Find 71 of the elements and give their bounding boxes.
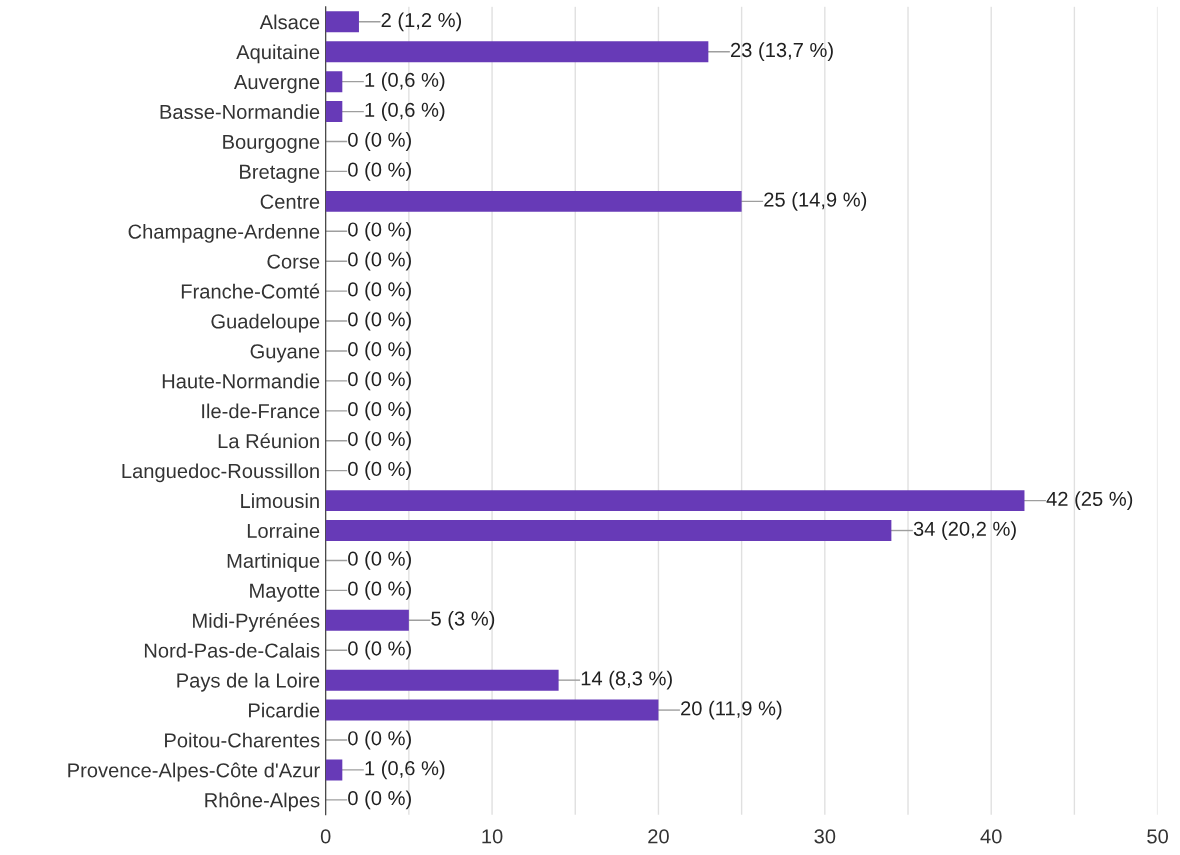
y-tick-label: Guyane (250, 344, 320, 363)
data-label: 0 (0 %) (348, 162, 411, 181)
data-label: 1 (0,6 %) (365, 102, 445, 121)
bar (325, 520, 892, 541)
x-tick-label: 30 (814, 829, 836, 844)
data-label: 0 (0 %) (348, 251, 411, 271)
bar (325, 609, 409, 631)
y-tick-label: Martinique (227, 553, 320, 572)
data-label: 0 (0 %) (348, 580, 411, 600)
bar (325, 190, 742, 212)
data-label: 23 (13,7 %) (731, 42, 833, 62)
y-tick-label: Midi-Pyrénées (193, 612, 320, 632)
y-tick-label: Ile-de-France (202, 403, 320, 419)
x-tick-label: 0 (320, 829, 331, 844)
data-label: 0 (0 %) (348, 371, 411, 391)
x-tick-label: 50 (1147, 829, 1168, 844)
data-label: 5 (3 %) (431, 610, 495, 630)
data-label: 0 (0 %) (348, 551, 411, 570)
bar (325, 490, 1025, 512)
bar (325, 71, 343, 93)
data-label: 20 (11,9 %) (681, 700, 782, 720)
y-tick-label: Picardie (249, 702, 320, 718)
bar (325, 669, 559, 691)
data-label: 0 (0 %) (348, 281, 411, 301)
data-label: 0 (0 %) (348, 401, 411, 421)
y-tick-label: Franche-Comté (181, 283, 320, 299)
data-label: 14 (8,3 %) (581, 670, 672, 690)
data-label: 0 (0 %) (348, 341, 411, 361)
data-label: 0 (0 %) (348, 311, 411, 331)
y-tick-label: Aquitaine (236, 44, 320, 64)
data-label: 1 (0,6 %) (365, 760, 445, 780)
x-tick-label: 20 (648, 829, 669, 844)
bar (325, 41, 709, 63)
y-tick-label: Corse (267, 254, 320, 269)
y-tick-label: Bourgogne (223, 134, 320, 153)
y-tick-label: Guadeloupe (211, 313, 320, 333)
data-label: 25 (14,9 %) (764, 191, 867, 211)
data-label: 42 (25 %) (1046, 491, 1133, 510)
y-tick-label: Haute-Normandie (162, 373, 320, 389)
y-tick-label: Alsace (259, 14, 320, 30)
y-tick-label: Nord-Pas-de-Calais (144, 642, 320, 658)
data-label: 0 (0 %) (348, 730, 411, 750)
y-tick-label: Basse-Normandie (160, 104, 320, 120)
data-label: 0 (0 %) (348, 461, 411, 481)
x-tick-label: 10 (482, 829, 503, 844)
bar (325, 759, 343, 781)
y-tick-label: Rhône-Alpes (205, 792, 320, 812)
y-tick-label: Pays de la Loire (177, 672, 320, 692)
y-tick-label: Champagne-Ardenne (128, 223, 320, 243)
y-tick-label: Languedoc-Roussillon (122, 463, 319, 483)
y-tick-label: Limousin (241, 493, 319, 509)
x-tick-label: 40 (980, 829, 1002, 844)
bar (325, 699, 659, 721)
data-label: 1 (0,6 %) (365, 72, 445, 92)
y-tick-label: Provence-Alpes-Côte d'Azur (68, 762, 320, 782)
y-tick-label: Lorraine (247, 523, 320, 539)
y-tick-label: Mayotte (250, 583, 320, 602)
data-label: 34 (20,2 %) (913, 521, 1016, 540)
data-label: 0 (0 %) (348, 132, 411, 151)
y-tick-label: Auvergne (233, 75, 320, 94)
bar (325, 11, 359, 33)
y-tick-label: La Réunion (218, 433, 319, 449)
data-label: 2 (1,2 %) (381, 12, 462, 32)
data-label: 0 (0 %) (348, 790, 411, 810)
y-tick-label: Centre (260, 194, 320, 209)
y-tick-label: Bretagne (240, 164, 320, 183)
data-label: 0 (0 %) (348, 221, 411, 241)
data-label: 0 (0 %) (348, 431, 411, 451)
data-label: 0 (0 %) (348, 640, 411, 660)
bar (325, 101, 343, 123)
y-tick-label: Poitou-Charentes (165, 732, 320, 748)
